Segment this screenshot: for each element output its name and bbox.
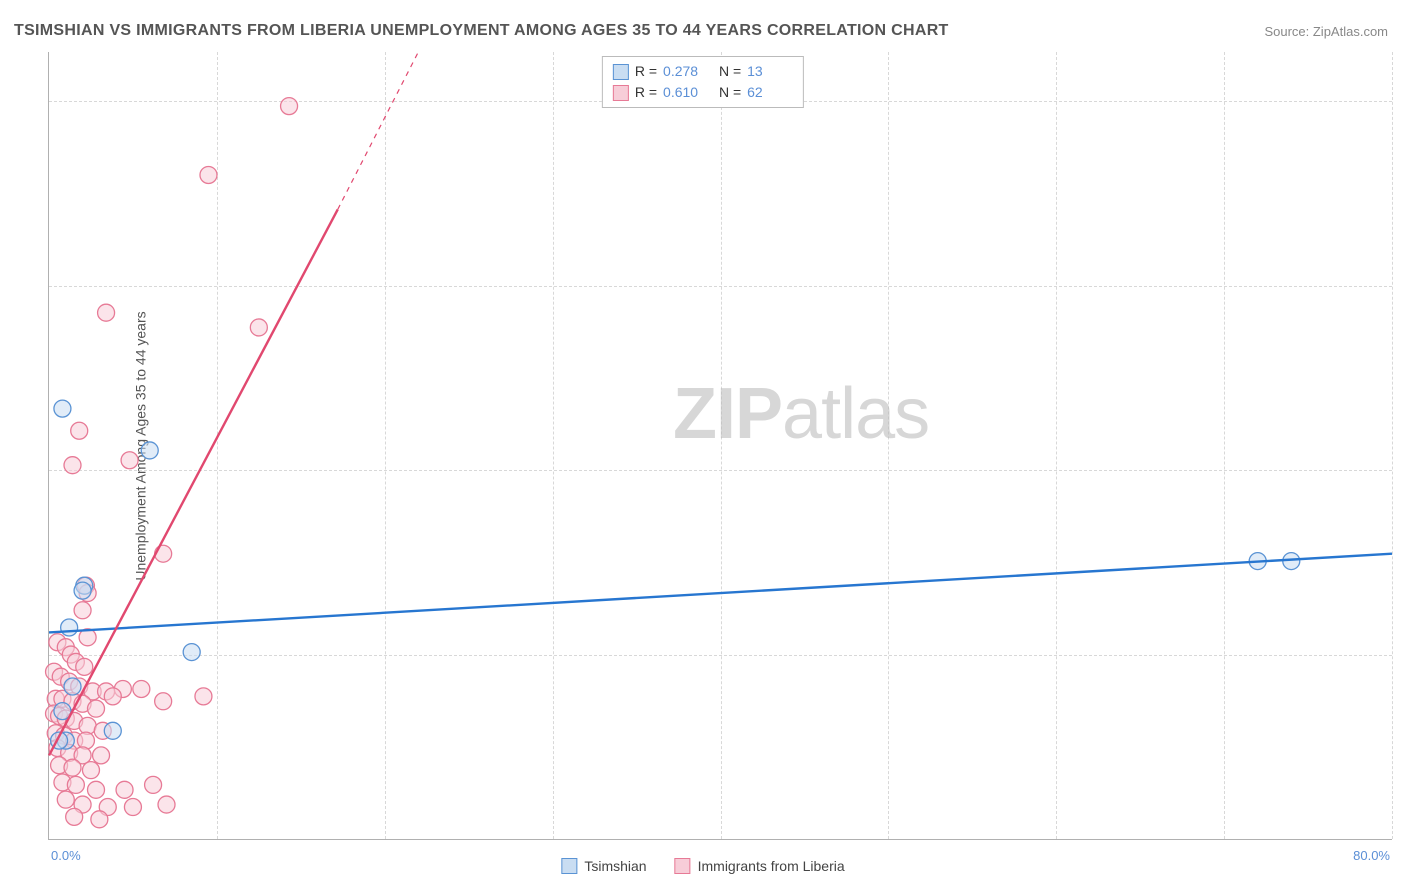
data-point — [183, 644, 200, 661]
data-point — [61, 619, 78, 636]
plot-area: ZIPatlas 7.5%15.0%22.5%30.0%0.0%80.0% — [48, 52, 1392, 840]
y-tick-label: 22.5% — [1400, 278, 1406, 293]
data-point — [250, 319, 267, 336]
n-value-liberia: 62 — [747, 82, 793, 103]
r-value-tsimshian: 0.278 — [663, 61, 709, 82]
plot-svg — [49, 52, 1392, 839]
data-point — [91, 811, 108, 828]
y-tick-label: 15.0% — [1400, 463, 1406, 478]
r-value-liberia: 0.610 — [663, 82, 709, 103]
correlation-chart: TSIMSHIAN VS IMMIGRANTS FROM LIBERIA UNE… — [0, 0, 1406, 892]
y-tick-label: 7.5% — [1400, 647, 1406, 662]
data-point — [93, 747, 110, 764]
trend-line-dashed — [338, 52, 419, 209]
data-point — [88, 781, 105, 798]
y-tick-label: 30.0% — [1400, 94, 1406, 109]
x-tick-label: 80.0% — [1353, 848, 1390, 863]
data-point — [145, 776, 162, 793]
data-point — [88, 700, 105, 717]
swatch-blue — [561, 858, 577, 874]
data-point — [82, 762, 99, 779]
data-point — [67, 776, 84, 793]
stat-label: R = — [635, 61, 657, 82]
data-point — [195, 688, 212, 705]
data-point — [104, 688, 121, 705]
n-value-tsimshian: 13 — [747, 61, 793, 82]
legend-label: Immigrants from Liberia — [698, 858, 845, 874]
data-point — [133, 680, 150, 697]
data-point — [155, 693, 172, 710]
swatch-pink — [675, 858, 691, 874]
data-point — [116, 781, 133, 798]
stat-label: R = — [635, 82, 657, 103]
x-tick-label: 0.0% — [51, 848, 81, 863]
swatch-pink — [613, 85, 629, 101]
data-point — [64, 678, 81, 695]
stats-legend: R = 0.278 N = 13 R = 0.610 N = 62 — [602, 56, 804, 108]
data-point — [64, 457, 81, 474]
data-point — [124, 799, 141, 816]
data-point — [74, 582, 91, 599]
data-point — [77, 732, 94, 749]
legend-item-liberia: Immigrants from Liberia — [675, 858, 845, 874]
data-point — [74, 602, 91, 619]
stat-label: N = — [715, 82, 741, 103]
data-point — [64, 759, 81, 776]
stat-label: N = — [715, 61, 741, 82]
swatch-blue — [613, 64, 629, 80]
data-point — [76, 658, 93, 675]
stats-row-tsimshian: R = 0.278 N = 13 — [613, 61, 793, 82]
data-point — [158, 796, 175, 813]
data-point — [57, 791, 74, 808]
data-point — [71, 422, 88, 439]
trend-line — [49, 554, 1392, 633]
legend-item-tsimshian: Tsimshian — [561, 858, 646, 874]
trend-line — [49, 209, 338, 755]
data-point — [104, 722, 121, 739]
data-point — [155, 545, 172, 562]
source-label: Source: ZipAtlas.com — [1264, 24, 1388, 39]
chart-title: TSIMSHIAN VS IMMIGRANTS FROM LIBERIA UNE… — [14, 22, 949, 40]
bottom-legend: Tsimshian Immigrants from Liberia — [561, 858, 844, 874]
data-point — [121, 452, 138, 469]
data-point — [200, 166, 217, 183]
data-point — [98, 304, 115, 321]
stats-row-liberia: R = 0.610 N = 62 — [613, 82, 793, 103]
data-point — [54, 400, 71, 417]
data-point — [281, 98, 298, 115]
legend-label: Tsimshian — [584, 858, 646, 874]
data-point — [141, 442, 158, 459]
data-point — [66, 808, 83, 825]
